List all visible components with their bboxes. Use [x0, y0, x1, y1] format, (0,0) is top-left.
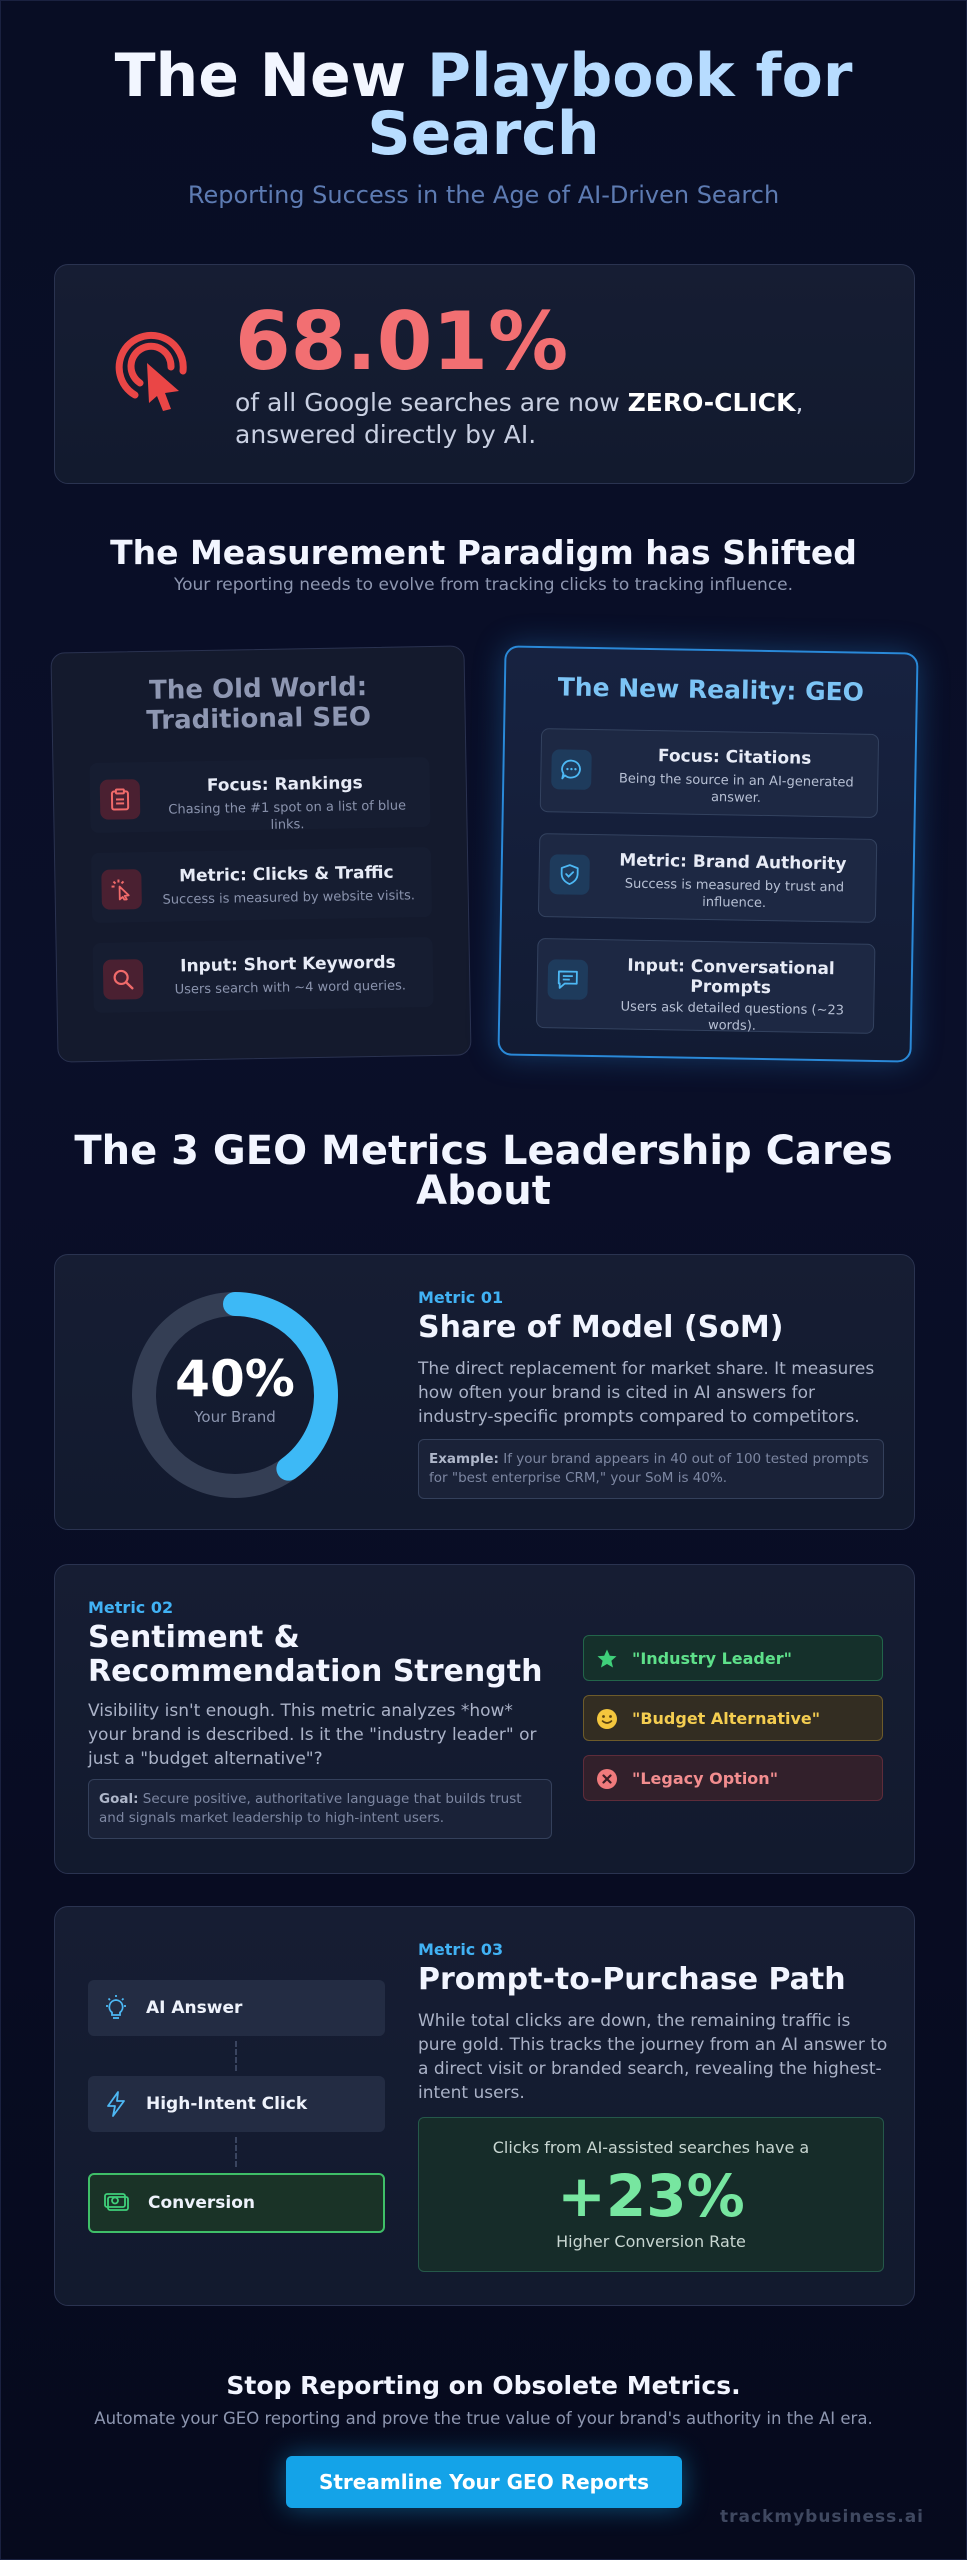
note-label: Example: — [429, 1451, 499, 1467]
note-text: Secure positive, authoritative language … — [99, 1791, 522, 1826]
old-item-title: Metric: Clicks & Traffic — [178, 862, 394, 887]
path-connector — [235, 2041, 237, 2071]
result-value: +23% — [557, 2162, 745, 2230]
note-text: If your brand appears in 40 out of 100 t… — [429, 1451, 869, 1486]
old-item-desc: Chasing the #1 spot on a list of blue li… — [168, 798, 407, 833]
metric-description: Visibility isn't enough. This metric ana… — [88, 1701, 537, 1769]
path-step-click: High-Intent Click — [88, 2076, 385, 2132]
metric-example-note: Example: If your brand appears in 40 out… — [418, 1439, 884, 1499]
sentiment-pill-negative: "Legacy Option" — [583, 1755, 883, 1801]
old-world-title: The Old World: Traditional SEO — [146, 672, 372, 736]
new-item-desc: Success is measured by trust and influen… — [624, 876, 845, 912]
path-step-ai-answer: AI Answer — [88, 1980, 385, 2036]
page-title: The New Playbook for Search — [1, 46, 966, 164]
metric-02-card: Metric 02 Sentiment & Recommendation Str… — [54, 1564, 915, 1874]
metric-eyebrow: Metric 01 — [418, 1288, 504, 1307]
footer-heading: Stop Reporting on Obsolete Metrics. — [226, 2371, 741, 2400]
metric-eyebrow: Metric 03 — [418, 1940, 504, 1959]
metric-title: Sentiment & Recommendation Strength — [88, 1620, 543, 1689]
title-part-accent: Search — [367, 99, 600, 169]
metric-title: Prompt-to-Purchase Path — [418, 1962, 846, 1997]
money-icon — [104, 2193, 129, 2211]
old-item-desc: Success is measured by website visits. — [162, 888, 416, 908]
page-subtitle: Reporting Success in the Age of AI-Drive… — [187, 181, 780, 209]
old-item-clicks: Metric: Clicks & Traffic Success is meas… — [90, 847, 433, 923]
paradigm-heading: The Measurement Paradigm has Shifted — [110, 533, 857, 572]
pill-label: "Budget Alternative" — [632, 1709, 821, 1728]
donut-value: 40% — [175, 1350, 295, 1408]
new-reality-title: The New Reality: GEO — [557, 672, 865, 707]
result-intro: Clicks from AI-assisted searches have a — [492, 2138, 810, 2157]
old-item-title: Input: Short Keywords — [179, 952, 396, 977]
title-part-accent: Playbook for — [427, 41, 853, 111]
path-step-conversion: Conversion — [88, 2173, 385, 2233]
pill-label: "Industry Leader" — [632, 1649, 792, 1668]
stat-value: 68.01% — [235, 295, 569, 388]
zero-click-stat-card: 68.01% of all Google searches are now ZE… — [54, 264, 915, 484]
footer-subtitle: Automate your GEO reporting and prove th… — [94, 2409, 873, 2428]
metric-01-card: 40% Your Brand Metric 01 Share of Model … — [54, 1254, 915, 1530]
smile-icon — [597, 1709, 617, 1729]
share-of-model-donut — [132, 1292, 338, 1498]
stat-text-after: , answered directly by AI. — [235, 388, 804, 449]
result-caption: Higher Conversion Rate — [556, 2232, 746, 2251]
new-item-title: Focus: Citations — [657, 746, 812, 769]
donut-label: Your Brand — [194, 1408, 276, 1426]
sentiment-pill-neutral: "Budget Alternative" — [583, 1695, 883, 1741]
old-item-title: Focus: Rankings — [206, 773, 363, 796]
old-world-card: The Old World: Traditional SEO Focus: Ra… — [50, 645, 472, 1063]
step-label: High-Intent Click — [146, 2094, 308, 2114]
lightbulb-icon — [106, 1995, 126, 2019]
search-icon — [102, 959, 144, 1000]
paradigm-subtitle: Your reporting needs to evolve from trac… — [173, 575, 794, 595]
stat-text-before: of all Google searches are now — [235, 388, 628, 417]
new-item-prompts: Input: Conversational Prompts Users ask … — [535, 938, 876, 1034]
metric-description: While total clicks are down, the remaini… — [418, 2011, 888, 2103]
title-part: The New — [114, 41, 428, 111]
step-label: AI Answer — [146, 1998, 243, 2018]
streamline-reports-button[interactable]: Streamline Your GEO Reports — [286, 2456, 682, 2508]
click-target-icon — [115, 331, 187, 411]
new-item-title: Metric: Brand Authority — [619, 850, 847, 875]
old-item-desc: Users search with ~4 word queries. — [174, 978, 407, 998]
new-item-authority: Metric: Brand Authority Success is measu… — [537, 833, 878, 923]
old-item-rankings: Focus: Rankings Chasing the #1 spot on a… — [89, 757, 431, 833]
stat-text-bold: ZERO-CLICK — [627, 388, 796, 417]
conversion-result-box: Clicks from AI-assisted searches have a … — [418, 2117, 884, 2272]
pill-label: "Legacy Option" — [632, 1769, 779, 1788]
cursor-click-icon — [101, 869, 142, 910]
star-icon — [597, 1649, 617, 1668]
new-item-citations: Focus: Citations Being the source in an … — [539, 728, 880, 818]
new-item-desc: Users ask detailed questions (~23 words)… — [620, 999, 845, 1034]
old-item-keywords: Input: Short Keywords Users search with … — [92, 937, 434, 1013]
note-label: Goal: — [99, 1791, 139, 1807]
new-reality-card: The New Reality: GEO Focus: Citations Be… — [497, 645, 919, 1063]
shield-check-icon — [549, 854, 590, 895]
stat-description: of all Google searches are now ZERO-CLIC… — [235, 387, 855, 451]
metric-description: The direct replacement for market share.… — [418, 1359, 875, 1427]
path-connector — [235, 2137, 237, 2167]
lightning-icon — [107, 2091, 125, 2117]
metric-03-card: AI Answer High-Intent Click Conversion M… — [54, 1906, 915, 2306]
chat-bubble-icon — [551, 749, 592, 790]
metric-goal-note: Goal: Secure positive, authoritative lan… — [88, 1779, 552, 1839]
metric-eyebrow: Metric 02 — [88, 1598, 174, 1617]
message-square-icon — [547, 959, 589, 1000]
new-item-title: Input: Conversational Prompts — [627, 955, 835, 999]
metric-title: Share of Model (SoM) — [418, 1310, 784, 1345]
new-item-desc: Being the source in an AI-generated answ… — [618, 771, 854, 806]
donut-arc — [132, 1292, 338, 1498]
step-label: Conversion — [148, 2193, 255, 2213]
sentiment-pill-positive: "Industry Leader" — [583, 1635, 883, 1681]
clipboard-icon — [99, 779, 141, 820]
x-circle-icon — [597, 1769, 617, 1789]
brand-watermark: trackmybusiness.ai — [719, 2507, 924, 2527]
metrics-heading: The 3 GEO Metrics Leadership Cares About — [74, 1128, 893, 1214]
